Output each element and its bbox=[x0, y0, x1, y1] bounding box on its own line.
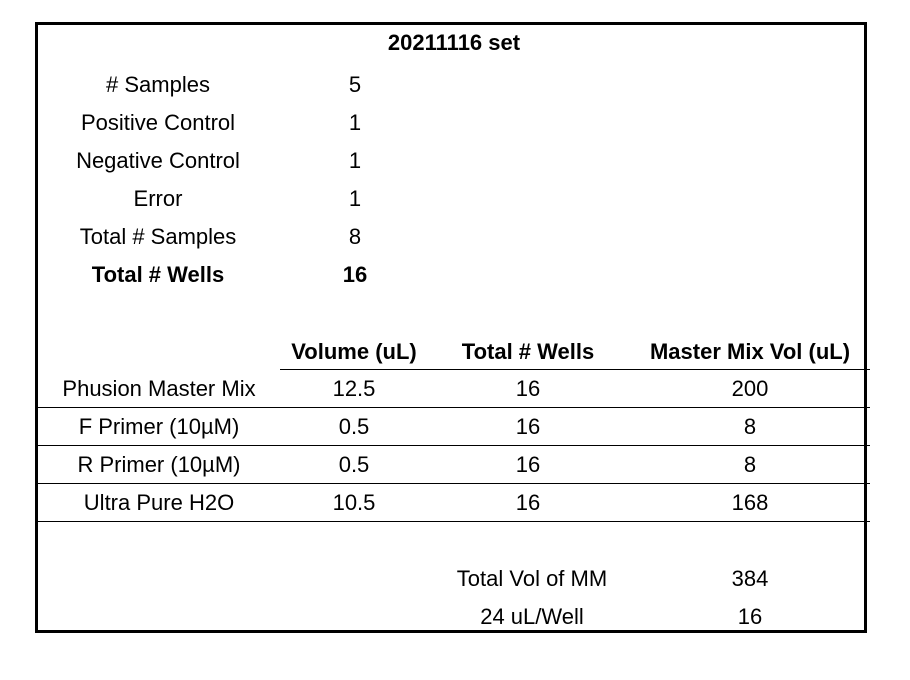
summary-value-total-samples: 8 bbox=[348, 224, 362, 249]
table-header-total-wells: Total # Wells bbox=[461, 339, 595, 364]
table-cell-reagent: Ultra Pure H2O bbox=[83, 490, 235, 515]
summary-label-samples: # Samples bbox=[106, 72, 210, 97]
table-cell-volume: 0.5 bbox=[338, 414, 370, 439]
summary-value-negative-control: 1 bbox=[348, 148, 362, 173]
row-divider bbox=[38, 445, 870, 446]
summary-label-negative-control: Negative Control bbox=[76, 148, 240, 173]
totals-value-total-vol: 384 bbox=[731, 566, 769, 591]
table-cell-wells: 16 bbox=[515, 452, 541, 477]
summary-label-error: Error bbox=[133, 186, 183, 211]
row-divider bbox=[38, 483, 870, 484]
table-header-volume: Volume (uL) bbox=[291, 339, 417, 364]
summary-value-samples: 5 bbox=[348, 72, 362, 97]
header-divider bbox=[280, 369, 870, 370]
table-cell-volume: 0.5 bbox=[338, 452, 370, 477]
table-cell-wells: 16 bbox=[515, 376, 541, 401]
table-cell-mm-vol: 200 bbox=[731, 376, 769, 401]
table-cell-wells: 16 bbox=[515, 490, 541, 515]
summary-value-positive-control: 1 bbox=[348, 110, 362, 135]
table-header-master-mix-vol: Master Mix Vol (uL) bbox=[649, 339, 851, 364]
summary-label-positive-control: Positive Control bbox=[80, 110, 236, 135]
table-cell-volume: 12.5 bbox=[332, 376, 376, 401]
row-divider bbox=[38, 521, 870, 522]
sheet-title: 20211116 set bbox=[387, 30, 521, 55]
totals-label-per-well: 24 uL/Well bbox=[480, 604, 584, 629]
row-divider bbox=[38, 407, 870, 408]
summary-value-total-wells: 16 bbox=[342, 262, 368, 287]
totals-label-total-vol: Total Vol of MM bbox=[456, 566, 608, 591]
table-cell-reagent: R Primer (10µM) bbox=[77, 452, 241, 477]
table-cell-volume: 10.5 bbox=[332, 490, 376, 515]
summary-value-error: 1 bbox=[348, 186, 362, 211]
summary-label-total-wells: Total # Wells bbox=[91, 262, 225, 287]
table-cell-reagent: Phusion Master Mix bbox=[62, 376, 256, 401]
table-cell-mm-vol: 8 bbox=[743, 452, 757, 477]
spreadsheet-area: 20211116 set # Samples 5 Positive Contro… bbox=[35, 22, 870, 633]
table-cell-reagent: F Primer (10µM) bbox=[78, 414, 240, 439]
totals-value-per-well: 16 bbox=[737, 604, 763, 629]
table-cell-wells: 16 bbox=[515, 414, 541, 439]
summary-label-total-samples: Total # Samples bbox=[79, 224, 237, 249]
table-cell-mm-vol: 168 bbox=[731, 490, 769, 515]
table-cell-mm-vol: 8 bbox=[743, 414, 757, 439]
